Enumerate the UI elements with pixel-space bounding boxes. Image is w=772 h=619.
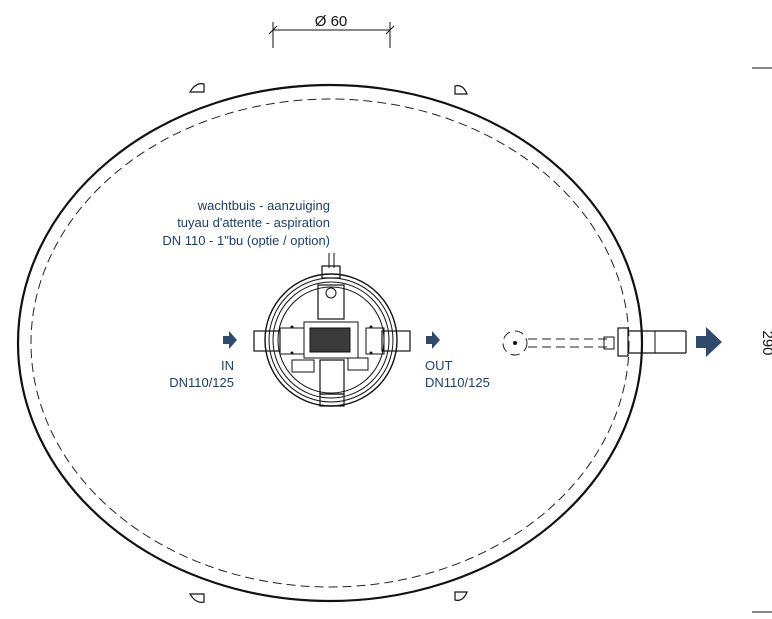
- inlet-marker: IN DN110/125: [169, 331, 237, 390]
- outlet-size: DN110/125: [425, 375, 490, 390]
- inlet-label: IN: [221, 358, 234, 373]
- height-dimension: 290: [752, 67, 772, 613]
- inlet-arrow-icon: [223, 331, 237, 349]
- pipe-note: wachtbuis - aanzuiging tuyau d'attente -…: [162, 198, 330, 248]
- pipe-note-line-1: wachtbuis - aanzuiging: [197, 198, 330, 213]
- height-label: 290: [759, 330, 772, 355]
- tank-outline: [16, 83, 644, 603]
- outlet-label: OUT: [425, 358, 453, 373]
- central-manhole: [253, 253, 411, 407]
- pipe-note-line-2: tuyau d'attente - aspiration: [177, 215, 330, 230]
- pipe-note-line-3: DN 110 - 1"bu (optie / option): [162, 233, 330, 248]
- outlet-marker: OUT DN110/125: [425, 331, 490, 390]
- outflow-arrow-icon: [696, 327, 722, 357]
- inlet-size: DN110/125: [169, 375, 234, 390]
- outlet-pipe: [502, 327, 722, 357]
- outlet-arrow-icon: [426, 331, 440, 349]
- diameter-dimension: Ø 60: [268, 13, 395, 48]
- diameter-label: Ø 60: [315, 13, 348, 30]
- tank-lugs: [188, 83, 468, 603]
